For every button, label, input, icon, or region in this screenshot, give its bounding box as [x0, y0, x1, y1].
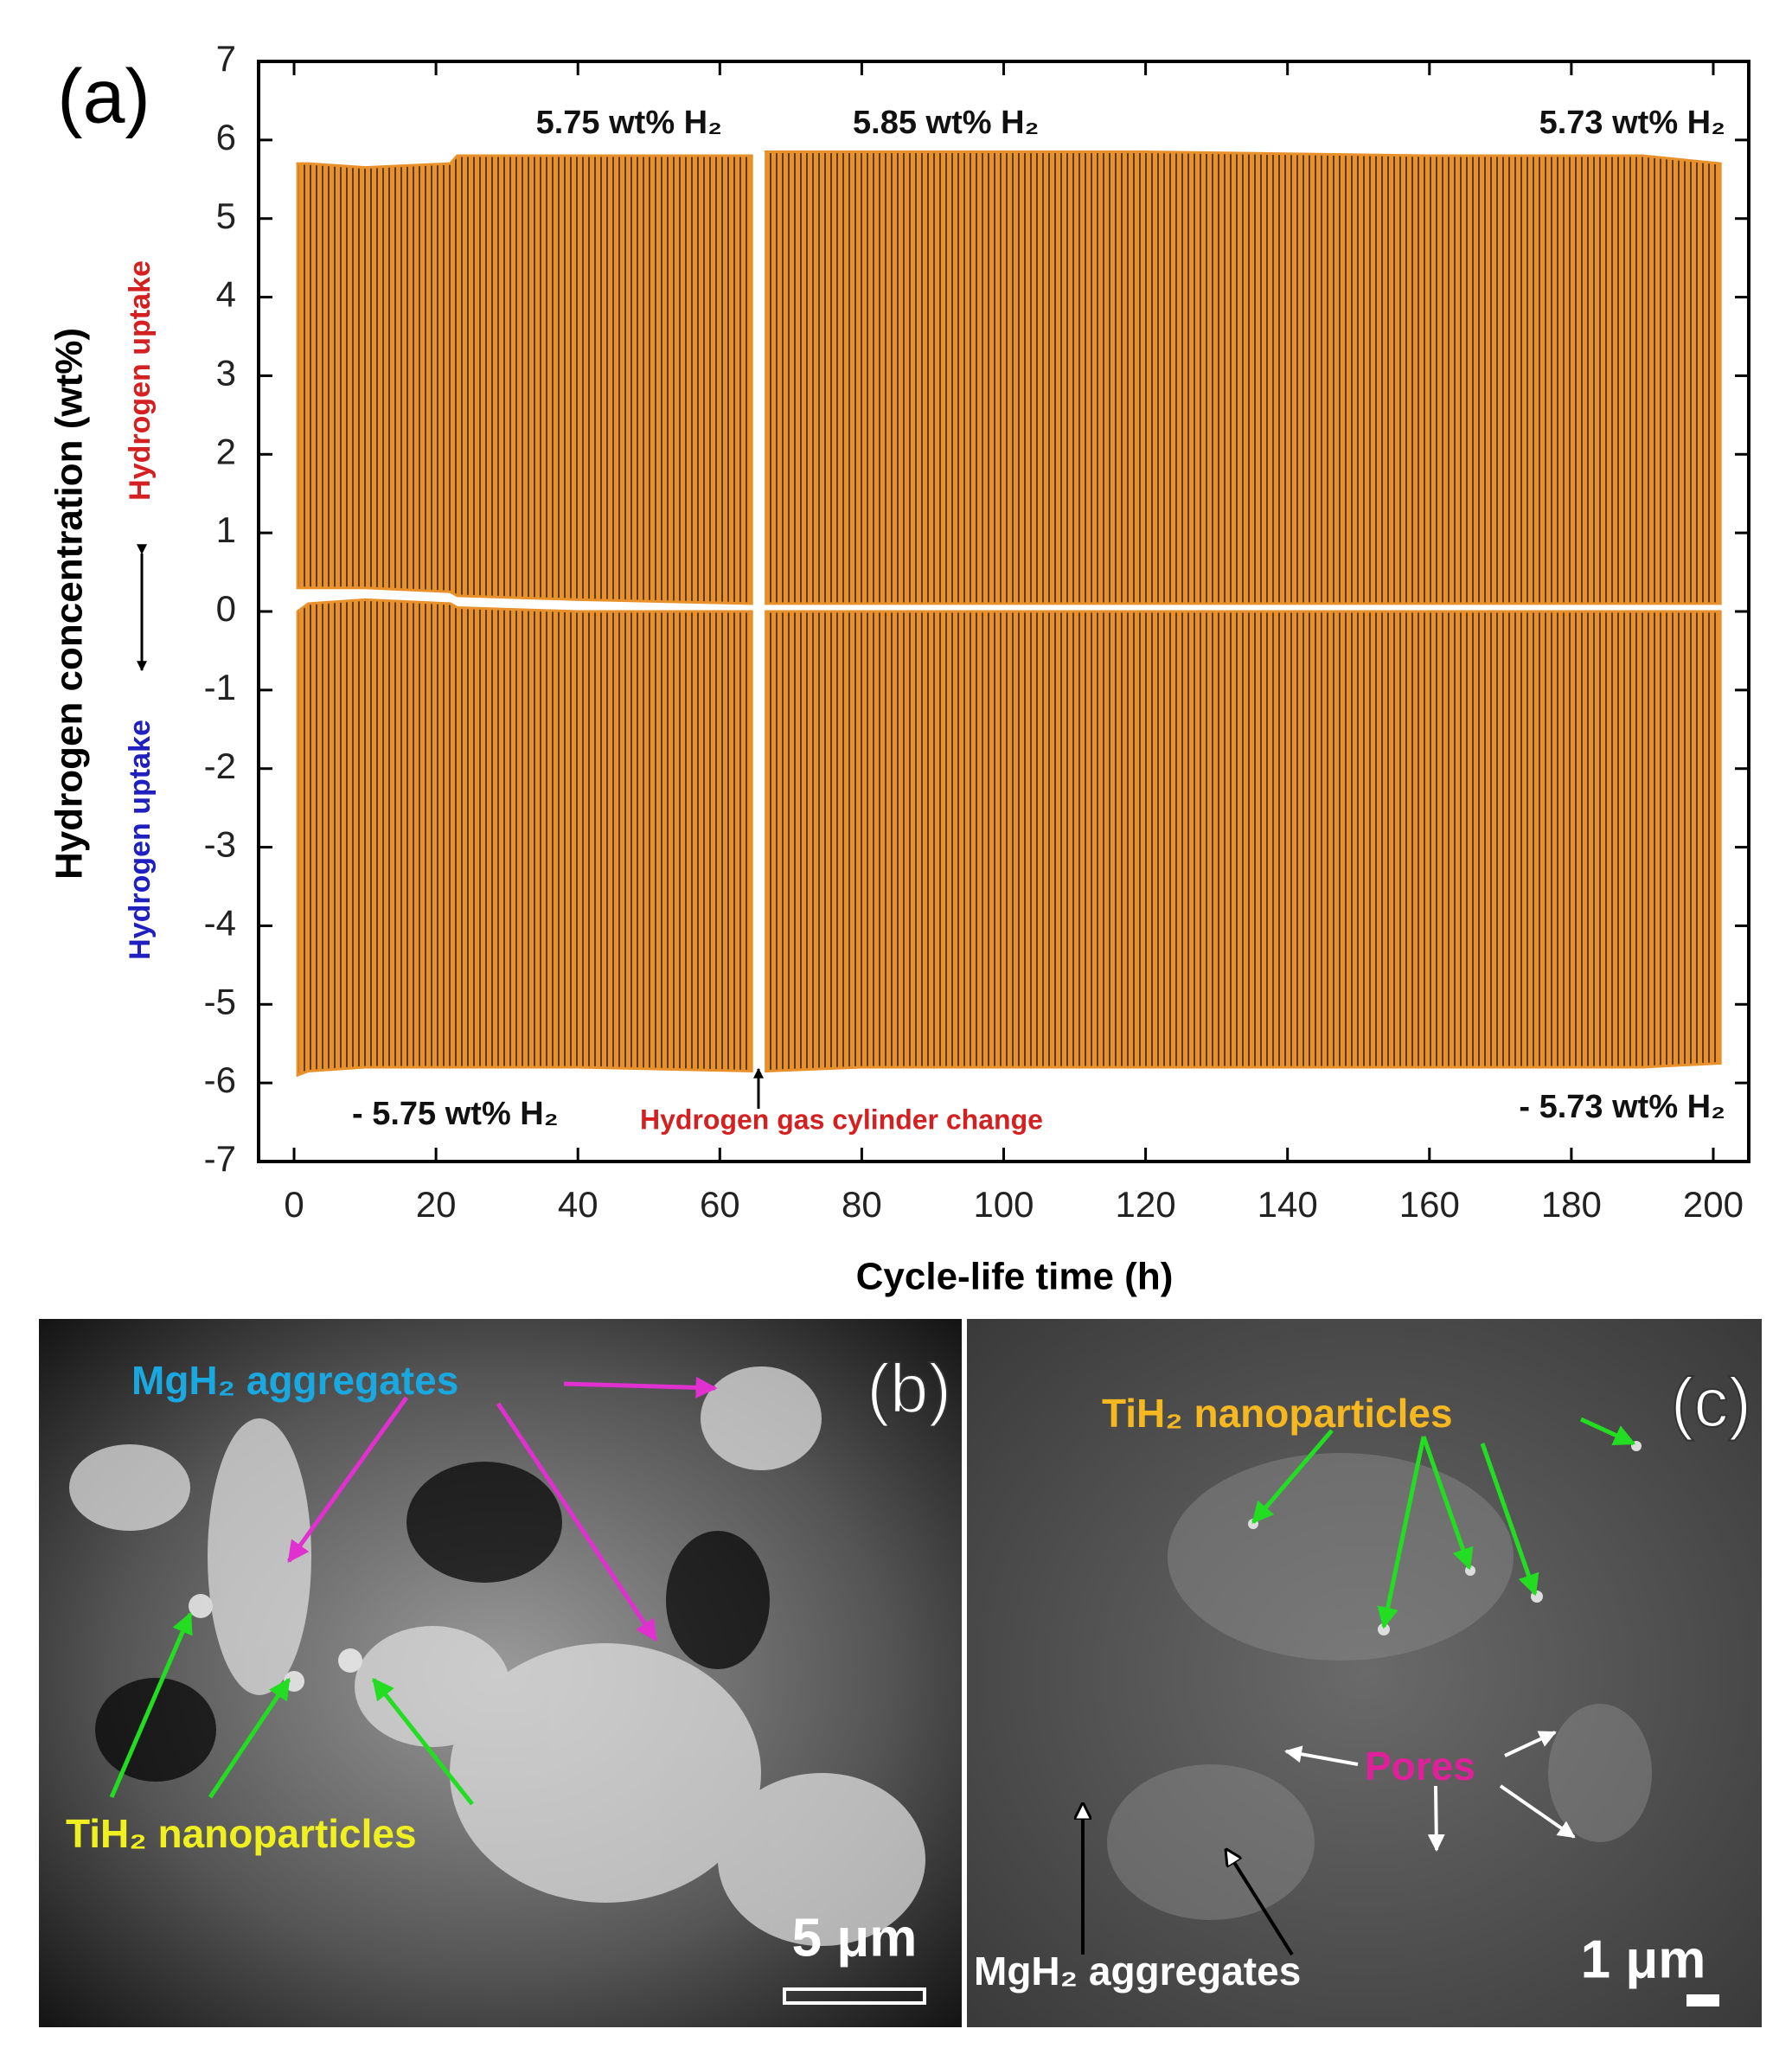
- chart-a: (a) Cycle-life time (h) Hydrogen concent…: [48, 38, 1750, 1298]
- annotation: 5.75 wt% H₂: [536, 105, 722, 141]
- arrow: [1427, 1785, 1445, 1852]
- area-band: [765, 610, 1722, 1073]
- area-band: [296, 154, 753, 605]
- y-label-lower: Hydrogen uptake: [124, 720, 157, 960]
- annotation: TiH₂ nanoparticles: [66, 1811, 417, 1856]
- y-tick-label: 0: [216, 588, 236, 629]
- annotation: MgH₂ aggregates: [974, 1949, 1301, 1994]
- annotation: Pores: [1365, 1744, 1475, 1789]
- panel-c: TiH₂ nanoparticles Pores MgH₂ aggregates…: [967, 1319, 1762, 2027]
- panel-label: (c): [1671, 1364, 1751, 1441]
- scale-bar-label: 5 μm: [792, 1908, 918, 1968]
- y-label-upper: Hydrogen uptake: [124, 260, 157, 501]
- x-axis-label: Cycle-life time (h): [856, 1256, 1174, 1298]
- arrow: [1377, 1436, 1426, 1629]
- arrow: [286, 1396, 409, 1564]
- x-tick-label: 140: [1258, 1184, 1318, 1225]
- y-tick-label: -7: [204, 1138, 236, 1179]
- particles: [69, 1366, 925, 1946]
- arrow: [208, 1677, 291, 1799]
- x-tick-label: 0: [284, 1184, 304, 1225]
- arrow: [1480, 1443, 1539, 1597]
- y-tick-label: 3: [216, 353, 236, 394]
- x-tick-label: 100: [973, 1184, 1034, 1225]
- y-tick-label: -4: [204, 903, 236, 944]
- area-band: [765, 150, 1722, 605]
- arrow: [563, 1376, 718, 1398]
- y-tick-label: -5: [204, 981, 236, 1021]
- arrow: [372, 1678, 474, 1806]
- x-tick-label: 60: [700, 1184, 740, 1225]
- panel-label: (b): [867, 1350, 951, 1427]
- annotation: - 5.73 wt% H₂: [1519, 1089, 1725, 1125]
- arrow: [496, 1402, 658, 1642]
- panel-label: (a): [57, 53, 150, 138]
- panel-b: MgH₂ aggregates TiH₂ nanoparticles (b) 5…: [39, 1319, 962, 2027]
- y-tick-label: 2: [216, 431, 236, 471]
- arrow: [1251, 1429, 1334, 1524]
- y-tick-label: 6: [216, 117, 236, 157]
- y-tick-label: -6: [204, 1059, 236, 1100]
- scale-bar: [783, 1987, 926, 2005]
- y-axis-label: Hydrogen concentration (wt%): [48, 328, 91, 880]
- arrow: [1579, 1417, 1636, 1446]
- annotation: - 5.75 wt% H₂: [352, 1096, 559, 1132]
- arrow: [1499, 1784, 1576, 1839]
- area-band: [296, 598, 753, 1078]
- annotation: 5.85 wt% H₂: [853, 105, 1039, 141]
- arrow: [1421, 1436, 1474, 1571]
- y-tick-label: 1: [216, 509, 236, 550]
- arrow: [1284, 1745, 1359, 1766]
- y-tick-label: 7: [216, 38, 236, 79]
- x-tick-label: 200: [1683, 1184, 1744, 1225]
- y-tick-label: 4: [216, 274, 236, 315]
- annotation: MgH₂ aggregates: [131, 1358, 458, 1403]
- scale-bar-label: 1 μm: [1581, 1930, 1706, 1989]
- arrow: [1504, 1731, 1557, 1757]
- annotation: TiH₂ nanoparticles: [1102, 1391, 1453, 1436]
- y-tick-label: -1: [204, 667, 236, 707]
- y-tick-label: 5: [216, 195, 236, 236]
- x-tick-label: 120: [1116, 1184, 1176, 1225]
- annotation: 5.73 wt% H₂: [1539, 105, 1725, 141]
- y-tick-label: -2: [204, 746, 236, 786]
- x-tick-label: 40: [558, 1184, 598, 1225]
- x-tick-label: 160: [1399, 1184, 1460, 1225]
- x-tick-label: 20: [416, 1184, 457, 1225]
- x-tick-label: 80: [842, 1184, 882, 1225]
- arrow: [109, 1611, 193, 1798]
- arrow: [1226, 1850, 1294, 1956]
- y-tick-label: -3: [204, 824, 236, 865]
- scale-bar: [1686, 1994, 1719, 2006]
- annotation: Hydrogen gas cylinder change: [640, 1104, 1043, 1135]
- x-tick-label: 180: [1541, 1184, 1602, 1225]
